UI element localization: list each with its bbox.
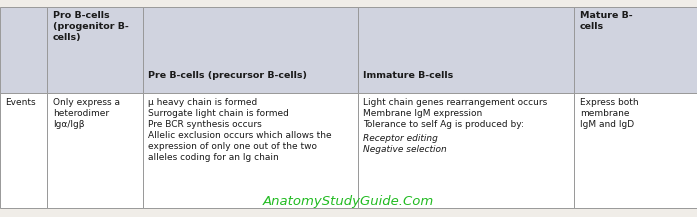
Text: Pre B-cells (precursor B-cells): Pre B-cells (precursor B-cells) [148,71,307,80]
Bar [0,7,47,93]
Bar [574,93,697,208]
Text: Receptor editing
Negative selection: Receptor editing Negative selection [363,134,447,154]
Text: Pro B-cells
(progenitor B-
cells): Pro B-cells (progenitor B- cells) [53,11,129,42]
Bar [143,93,358,208]
Bar [47,93,143,208]
Text: μ heavy chain is formed
Surrogate light chain is formed
Pre BCR synthesis occurs: μ heavy chain is formed Surrogate light … [148,98,332,162]
Text: Light chain genes rearrangement occurs
Membrane IgM expression
Tolerance to self: Light chain genes rearrangement occurs M… [363,98,547,129]
Bar [47,7,143,93]
Bar [143,7,358,93]
Text: Express both
membrane
IgM and IgD: Express both membrane IgM and IgD [580,98,638,129]
Text: Only express a
heterodimer
Igα/Igβ: Only express a heterodimer Igα/Igβ [53,98,120,129]
Text: Mature B-
cells: Mature B- cells [580,11,633,31]
Bar [0,93,47,208]
Bar [358,7,574,93]
Text: AnatomyStudyGuide.Com: AnatomyStudyGuide.Com [263,195,434,208]
Text: Immature B-cells: Immature B-cells [363,71,453,80]
Bar [574,7,697,93]
Text: Events: Events [6,98,36,107]
Bar [358,93,574,208]
